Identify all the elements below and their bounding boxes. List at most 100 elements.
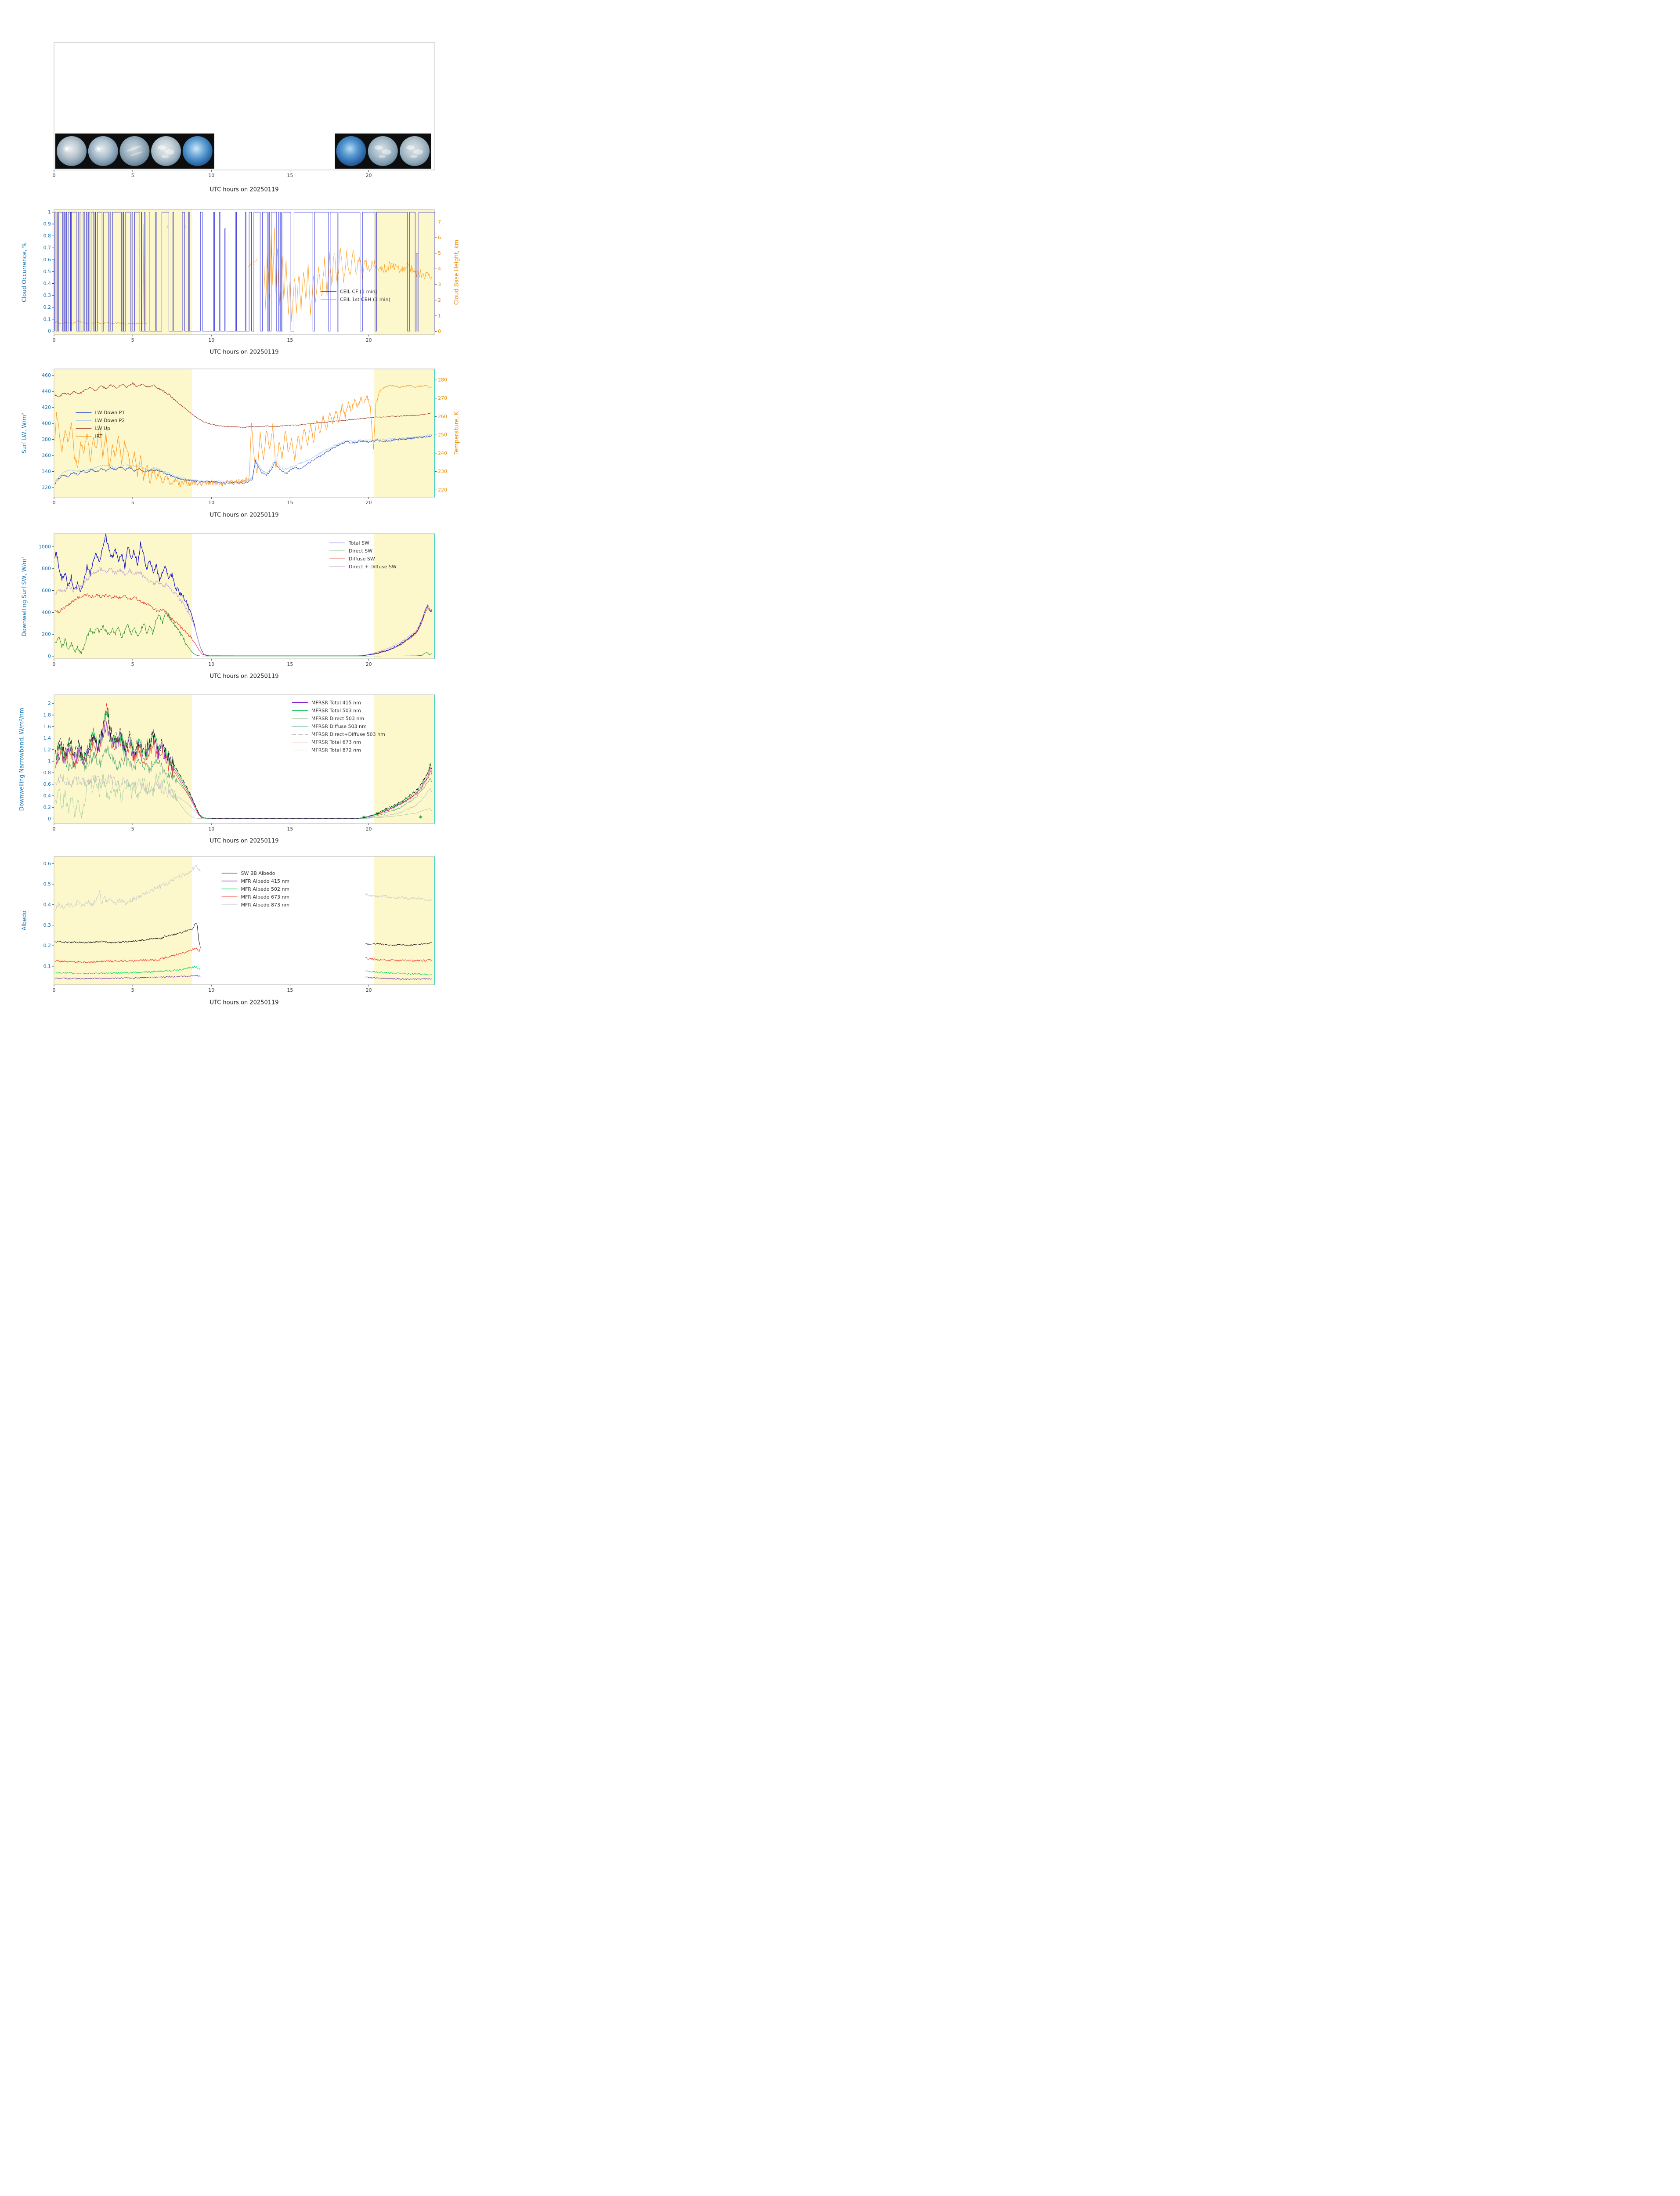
x-tick-label: 15 [287, 173, 293, 178]
series-sw-bb-albedo [54, 923, 432, 948]
y-tick-label: 0 [48, 654, 51, 659]
y-tick-label: 420 [42, 405, 51, 410]
x-tick-label: 15 [287, 826, 293, 832]
y-axis-left: 320 340 360 380 400 420 440 460 [42, 372, 54, 491]
y-tick-label: 380 [42, 437, 51, 442]
x-axis: 0 5 10 15 20 [53, 659, 372, 667]
y-tick-label: 0 [48, 328, 51, 334]
legend-item: MFRSR Total 415 nm [292, 700, 361, 705]
y-tick-label: 0.2 [43, 943, 51, 949]
ylabel-downwelling-narrowband: Downwelling Narrowband, W/m²/nm [18, 708, 25, 811]
x-tick-label: 5 [131, 987, 134, 993]
y-tick-label: 0.6 [43, 257, 51, 263]
ylabel-cloud-occurrence: Cloud Occurrence, % [21, 242, 28, 303]
y-tick-label: 4 [438, 266, 441, 272]
y-tick-label: 400 [42, 421, 51, 426]
x-tick-label: 10 [208, 173, 214, 178]
legend-label: SW BB Albedo [241, 870, 275, 876]
x-tick-label: 15 [287, 337, 293, 343]
sky-image-strip [335, 134, 431, 169]
series-ceil-cf-1-min [54, 212, 435, 332]
x-tick-label: 10 [208, 500, 214, 506]
x-tick-label: 5 [131, 337, 134, 343]
y-tick-label: 270 [438, 395, 447, 401]
y-tick-label: 280 [438, 377, 447, 383]
x-tick-label: 10 [208, 661, 214, 667]
y-tick-label: 240 [438, 450, 447, 456]
legend-item: MFR Albedo 873 nm [221, 902, 289, 908]
daylight-shading [374, 856, 435, 985]
x-tick-label: 0 [53, 500, 56, 506]
y-tick-label: 0.1 [43, 316, 51, 322]
x-axis: 0 5 10 15 20 [53, 824, 372, 832]
panel-sky-camera-strip: 0 5 10 15 20 [53, 42, 435, 178]
sky-camera-image [368, 136, 398, 166]
panel-cloud-occurrence-panel: 0 5 10 15 2000.10.20.30.40.50.60.70.80.91012… [43, 209, 441, 343]
legend-label: MFRSR Total 503 nm [311, 708, 361, 713]
y-tick-label: 0.2 [43, 805, 51, 810]
series-mfr-albedo-502-nm [54, 966, 432, 975]
series-direct-sw [54, 611, 432, 657]
legend-item: CEIL 1st CBH (1 min) [320, 296, 390, 302]
legend-item: MFRSR Total 673 nm [292, 739, 361, 745]
y-tick-label: 0.6 [43, 861, 51, 867]
y-axis-right: 0 1 2 3 4 5 6 7 [435, 219, 441, 334]
legend-label: Diffuse SW [349, 556, 375, 562]
x-tick-label: 15 [287, 500, 293, 506]
y-tick-label: 7 [438, 219, 441, 225]
sky-camera-image [336, 136, 366, 166]
y-tick-label: 250 [438, 432, 447, 438]
legend-label: MFRSR Total 872 nm [311, 747, 361, 753]
legend-item: Direct + Diffuse SW [329, 564, 397, 570]
x-tick-label: 5 [131, 826, 134, 832]
y-tick-label: 800 [42, 566, 51, 571]
legend-item: MFR Albedo 415 nm [221, 878, 289, 884]
daylight-shading [374, 695, 435, 824]
legend-label: MFRSR Total 673 nm [311, 739, 361, 745]
legend-label: MFR Albedo 873 nm [241, 902, 289, 908]
legend-item: MFRSR Total 503 nm [292, 708, 361, 713]
y-tick-label: 0.9 [43, 221, 51, 227]
daylight-shading [54, 856, 192, 985]
x-tick-label: 0 [53, 987, 56, 993]
x-tick-label: 20 [366, 826, 372, 832]
y-tick-label: 1 [438, 313, 441, 318]
series-irt [54, 385, 432, 487]
y-tick-label: 0.8 [43, 233, 51, 239]
legend-label: MFR Albedo 673 nm [241, 894, 289, 900]
legend-label: Direct SW [349, 548, 372, 554]
xlabel-shortwave-panel: UTC hours on 20250119 [210, 673, 279, 680]
x-tick-label: 0 [53, 826, 56, 832]
y-tick-label: 0.3 [43, 922, 51, 928]
series-lw-down-p1 [54, 435, 432, 485]
y-tick-label: 340 [42, 469, 51, 474]
legend-label: MFRSR Diffuse 503 nm [311, 723, 367, 729]
x-axis: 0 5 10 15 20 [53, 335, 372, 343]
y-axis-left: 0 200 400 600 800 1000 [39, 544, 54, 659]
y-tick-label: 5 [438, 250, 441, 256]
series-mfrsr-total-415-nm [55, 721, 432, 819]
y-tick-label: 0.6 [43, 781, 51, 787]
x-tick-label: 10 [208, 987, 214, 993]
legend-label: CEIL 1st CBH (1 min) [340, 296, 390, 302]
y-tick-label: 440 [42, 389, 51, 394]
x-tick-label: 5 [131, 173, 134, 178]
y-tick-label: 1000 [39, 544, 51, 549]
legend-label: MFRSR Total 415 nm [311, 700, 361, 705]
sky-camera-image [119, 136, 150, 166]
y-tick-label: 1.2 [43, 747, 51, 752]
x-tick-label: 0 [53, 337, 56, 343]
sky-camera-image [88, 136, 118, 166]
series-direct-diffuse-sw [54, 567, 432, 656]
legend-label: CEIL CF (1 min) [340, 289, 377, 294]
y-tick-label: 0.5 [43, 269, 51, 274]
x-tick-label: 20 [366, 987, 372, 993]
y-tick-label: 0 [48, 816, 51, 822]
y-tick-label: 0.2 [43, 304, 51, 310]
x-tick-label: 20 [366, 337, 372, 343]
x-tick-label: 5 [131, 500, 134, 506]
x-tick-label: 0 [53, 661, 56, 667]
x-axis: 0 5 10 15 20 [53, 170, 372, 178]
legend-label: LW Up [95, 426, 110, 431]
